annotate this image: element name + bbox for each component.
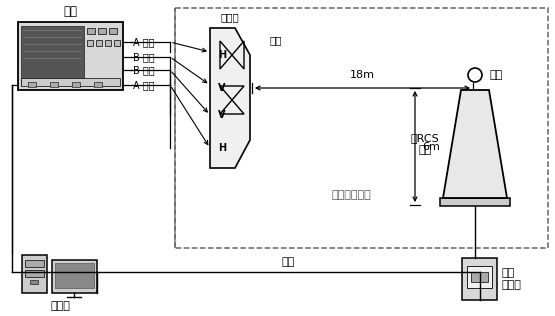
Bar	[105, 40, 111, 46]
Bar	[98, 28, 106, 34]
Polygon shape	[210, 28, 250, 168]
Text: A 端收: A 端收	[133, 37, 154, 47]
Text: H: H	[218, 143, 226, 153]
Bar	[21, 26, 84, 84]
Text: 6m: 6m	[422, 142, 440, 151]
Bar	[87, 28, 95, 34]
Bar	[18, 22, 123, 90]
Bar	[21, 78, 120, 86]
Bar	[55, 263, 94, 288]
Bar	[440, 198, 510, 206]
Bar	[467, 266, 492, 288]
Text: H: H	[218, 50, 226, 60]
Bar	[28, 82, 36, 87]
Text: 计算机: 计算机	[50, 301, 70, 311]
Bar	[52, 260, 97, 293]
Text: 低RCS
支架: 低RCS 支架	[411, 133, 440, 155]
Bar	[471, 272, 488, 282]
Text: A 端发: A 端发	[133, 80, 154, 90]
Bar	[462, 258, 497, 300]
Bar	[87, 40, 93, 46]
Text: 安装板: 安装板	[221, 12, 239, 22]
Text: V: V	[218, 110, 226, 120]
Text: 矢网: 矢网	[63, 5, 78, 18]
Text: 18m: 18m	[350, 70, 375, 80]
Bar	[25, 260, 44, 267]
Bar	[94, 82, 102, 87]
Bar	[22, 255, 47, 293]
Text: B 端发: B 端发	[133, 52, 155, 62]
Bar	[114, 40, 120, 46]
Bar	[72, 82, 80, 87]
Polygon shape	[443, 90, 507, 198]
Text: 转台
控制柜: 转台 控制柜	[502, 268, 522, 290]
Bar	[30, 280, 38, 284]
Text: 网线: 网线	[281, 257, 295, 267]
Bar	[50, 82, 58, 87]
Text: 微波屏蔽暗室: 微波屏蔽暗室	[332, 190, 371, 200]
Bar	[25, 270, 44, 277]
Bar	[109, 28, 117, 34]
Text: V: V	[218, 83, 226, 93]
Text: 目标: 目标	[489, 70, 502, 80]
Bar	[96, 40, 102, 46]
Text: 天线: 天线	[270, 35, 282, 45]
Text: B 端收: B 端收	[133, 65, 155, 75]
